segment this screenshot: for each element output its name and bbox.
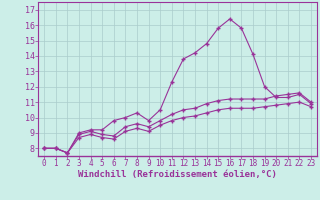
X-axis label: Windchill (Refroidissement éolien,°C): Windchill (Refroidissement éolien,°C) [78,170,277,179]
